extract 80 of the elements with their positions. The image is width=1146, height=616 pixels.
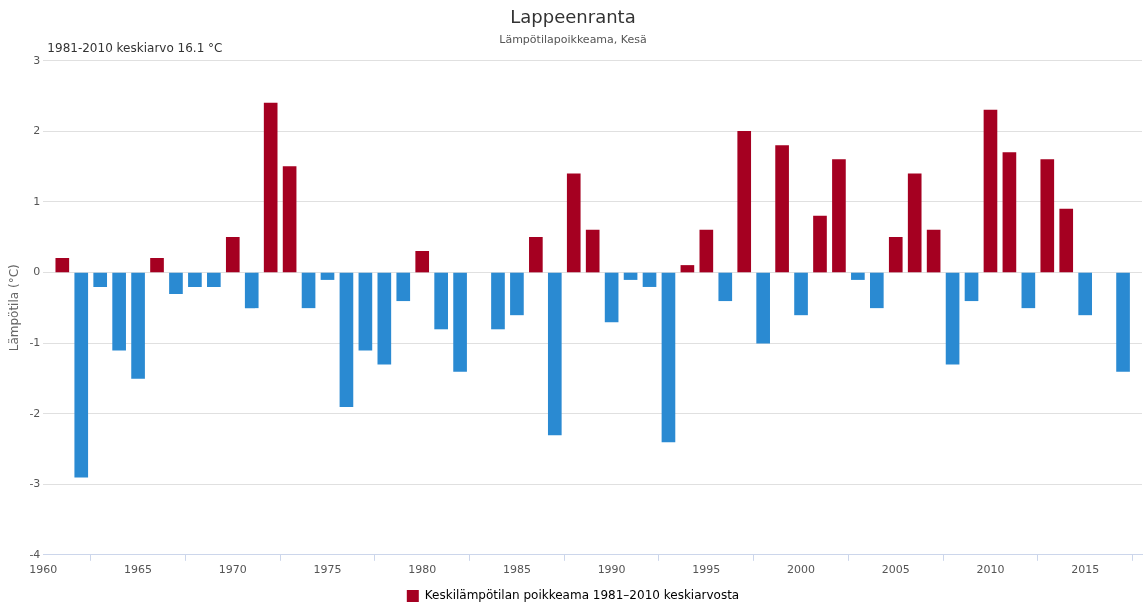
bar	[775, 145, 789, 273]
text: 1981-2010 keskiarvo 16.1 °C	[47, 40, 223, 55]
bar	[510, 272, 524, 316]
bar	[983, 109, 998, 273]
bar	[964, 272, 979, 302]
bar	[358, 272, 373, 351]
x-tick-label: 2000	[787, 563, 816, 577]
bar	[415, 251, 430, 273]
bar	[1116, 272, 1130, 372]
chart-subtitle: Lämpötilapoikkeama, Kesä	[499, 33, 647, 47]
y-tick-label: 1	[33, 194, 41, 208]
x-tick-label: 1995	[692, 563, 721, 577]
x-tick-label: 2010	[976, 563, 1005, 577]
x-tick-label: 2015	[1071, 563, 1100, 577]
bar	[888, 236, 903, 273]
bar	[699, 229, 714, 273]
x-tick-label: 1985	[502, 563, 531, 577]
bar	[320, 272, 335, 280]
x-tick-label: 1980	[408, 563, 437, 577]
bar	[794, 272, 808, 316]
bar	[188, 272, 202, 287]
bar	[396, 272, 411, 302]
bar	[377, 272, 392, 365]
bar	[74, 272, 89, 478]
bar	[661, 272, 676, 443]
bar	[434, 272, 448, 330]
bar	[282, 166, 297, 273]
bar	[1059, 208, 1074, 273]
bar	[680, 265, 695, 273]
bar	[225, 236, 240, 273]
bar	[604, 272, 619, 323]
y-tick-label: -4	[29, 547, 41, 561]
bar	[585, 229, 600, 273]
bar	[756, 272, 770, 344]
bar	[301, 272, 316, 309]
x-tick-label: 1990	[597, 563, 626, 577]
y-tick-label: 2	[33, 124, 41, 138]
legend-label: Keskilämpötilan poikkeama 1981–2010 keskiarvosta	[424, 588, 740, 603]
bar	[1040, 159, 1055, 273]
bar	[131, 272, 145, 379]
y-tick-label: -3	[29, 477, 41, 491]
x-tick-label: 1965	[124, 563, 153, 577]
bar	[547, 272, 562, 436]
bar	[642, 272, 657, 287]
bar	[1078, 272, 1092, 316]
bar	[1021, 272, 1036, 309]
bar	[869, 272, 884, 309]
y-tick-label: -2	[29, 406, 41, 420]
bar	[832, 159, 846, 273]
bar	[491, 272, 505, 330]
bar	[945, 272, 960, 365]
bar	[907, 173, 922, 273]
bar	[718, 272, 733, 302]
bar	[926, 229, 941, 273]
chart-title: Lappeenranta	[510, 6, 636, 28]
bar	[55, 258, 70, 273]
bar	[623, 272, 638, 280]
y-axis-title: Lämpötila (°C)	[7, 264, 22, 352]
bar	[737, 131, 752, 273]
y-tick-label: 3	[33, 53, 41, 67]
bar	[566, 173, 581, 273]
bar	[150, 258, 164, 273]
bar	[339, 272, 354, 407]
x-tick-label: 1970	[218, 563, 247, 577]
x-tick-label: 1975	[313, 563, 342, 577]
y-tick-label: 0	[33, 265, 41, 279]
bar	[453, 272, 467, 372]
bar	[169, 272, 183, 295]
x-tick-label: 1960	[29, 563, 58, 577]
bar	[93, 272, 108, 287]
bar	[1002, 152, 1017, 273]
y-tick-label: -1	[29, 335, 41, 349]
bar	[263, 102, 278, 273]
bar	[244, 272, 259, 309]
bar	[813, 215, 827, 273]
x-tick-label: 2005	[881, 563, 910, 577]
bar	[851, 272, 865, 280]
bar	[207, 272, 221, 287]
bar	[112, 272, 126, 351]
bar	[529, 236, 543, 273]
